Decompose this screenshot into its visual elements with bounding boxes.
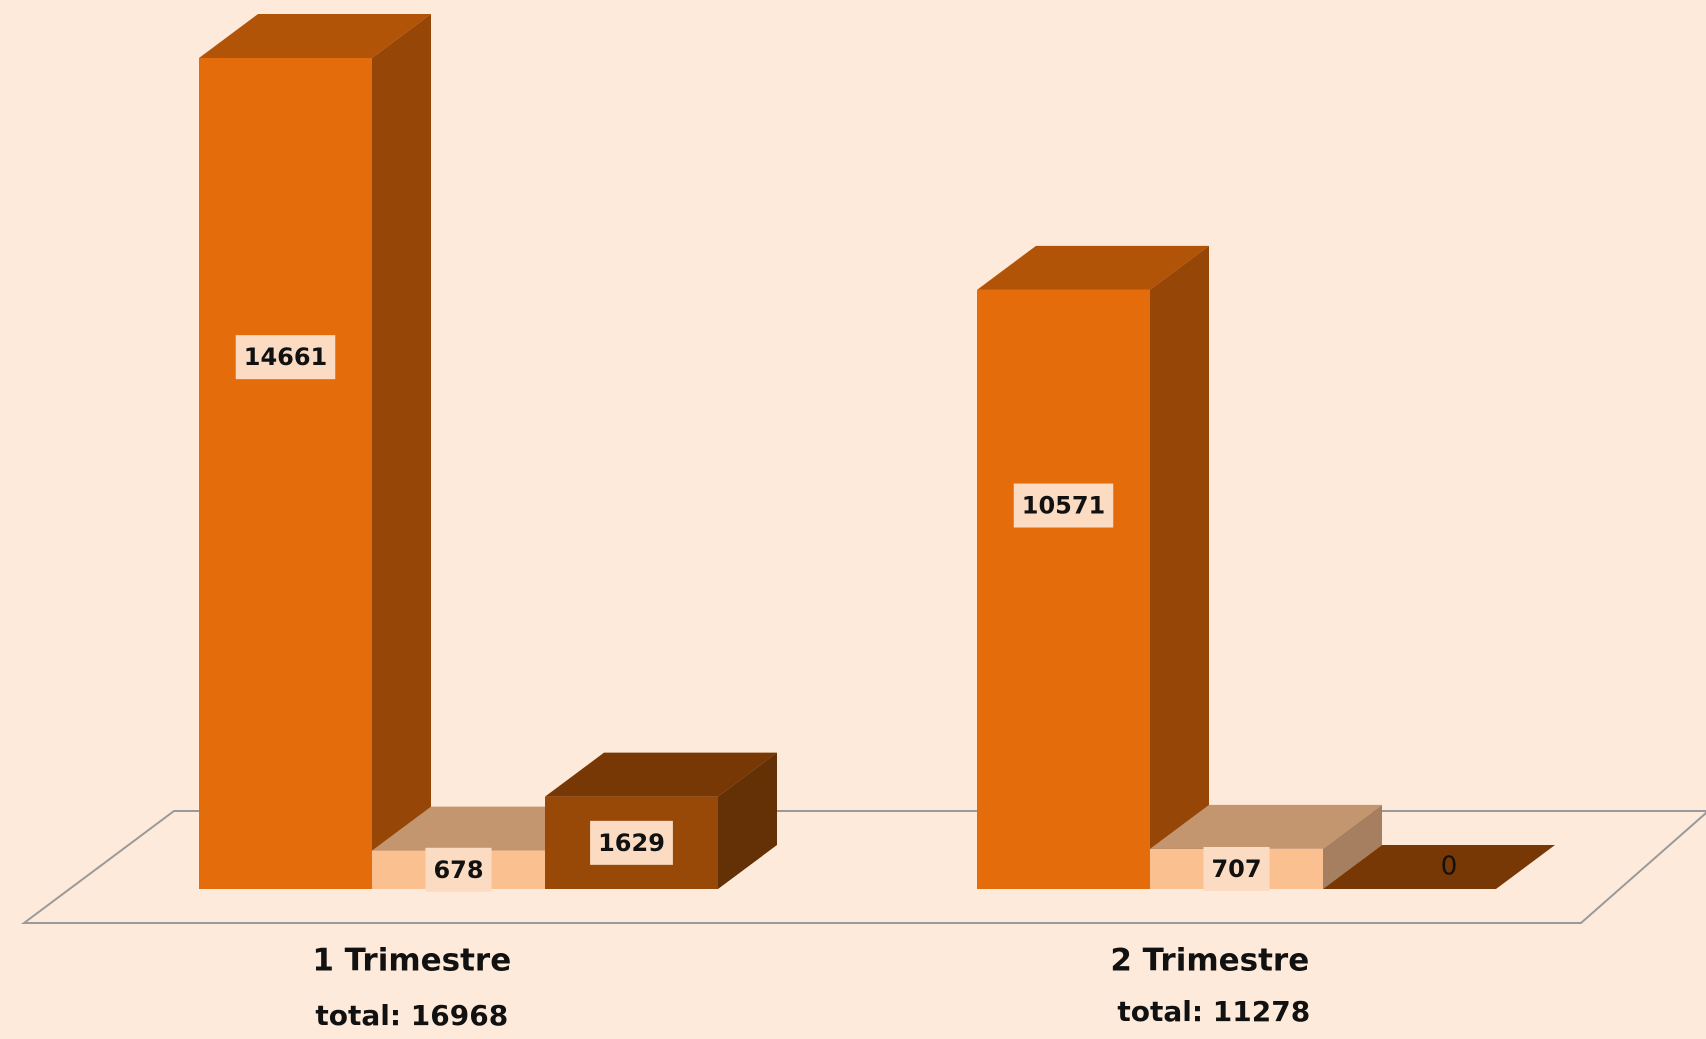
value-label-box (425, 847, 492, 892)
bar (199, 58, 372, 889)
bar-side (1150, 245, 1209, 889)
bar-side (372, 14, 431, 889)
value-label: 10571 (1022, 492, 1106, 520)
floor (20, 810, 1706, 924)
bar (977, 289, 1150, 889)
value-label: 0 (1441, 852, 1458, 882)
bar-side (718, 752, 777, 889)
value-label: 14661 (244, 343, 328, 371)
x-tick-label: 1 Trimestre (312, 943, 511, 979)
bar-top (545, 752, 777, 797)
value-label: 678 (433, 856, 483, 884)
category-total: total: 16968 (315, 999, 508, 1032)
category-total: total: 11278 (1117, 995, 1310, 1028)
x-tick-label: 2 Trimestre (1110, 943, 1309, 979)
value-label: 1629 (598, 829, 665, 857)
value-label-box (1013, 483, 1114, 528)
value-label: 707 (1211, 855, 1261, 883)
bar-top (199, 14, 431, 58)
bar-top (977, 245, 1209, 290)
value-label-box (235, 335, 336, 380)
bar-side (1323, 804, 1382, 889)
bar-top (1323, 845, 1555, 889)
value-label-box (1203, 846, 1270, 891)
value-label-box (590, 820, 673, 865)
bar-top (1150, 804, 1382, 849)
